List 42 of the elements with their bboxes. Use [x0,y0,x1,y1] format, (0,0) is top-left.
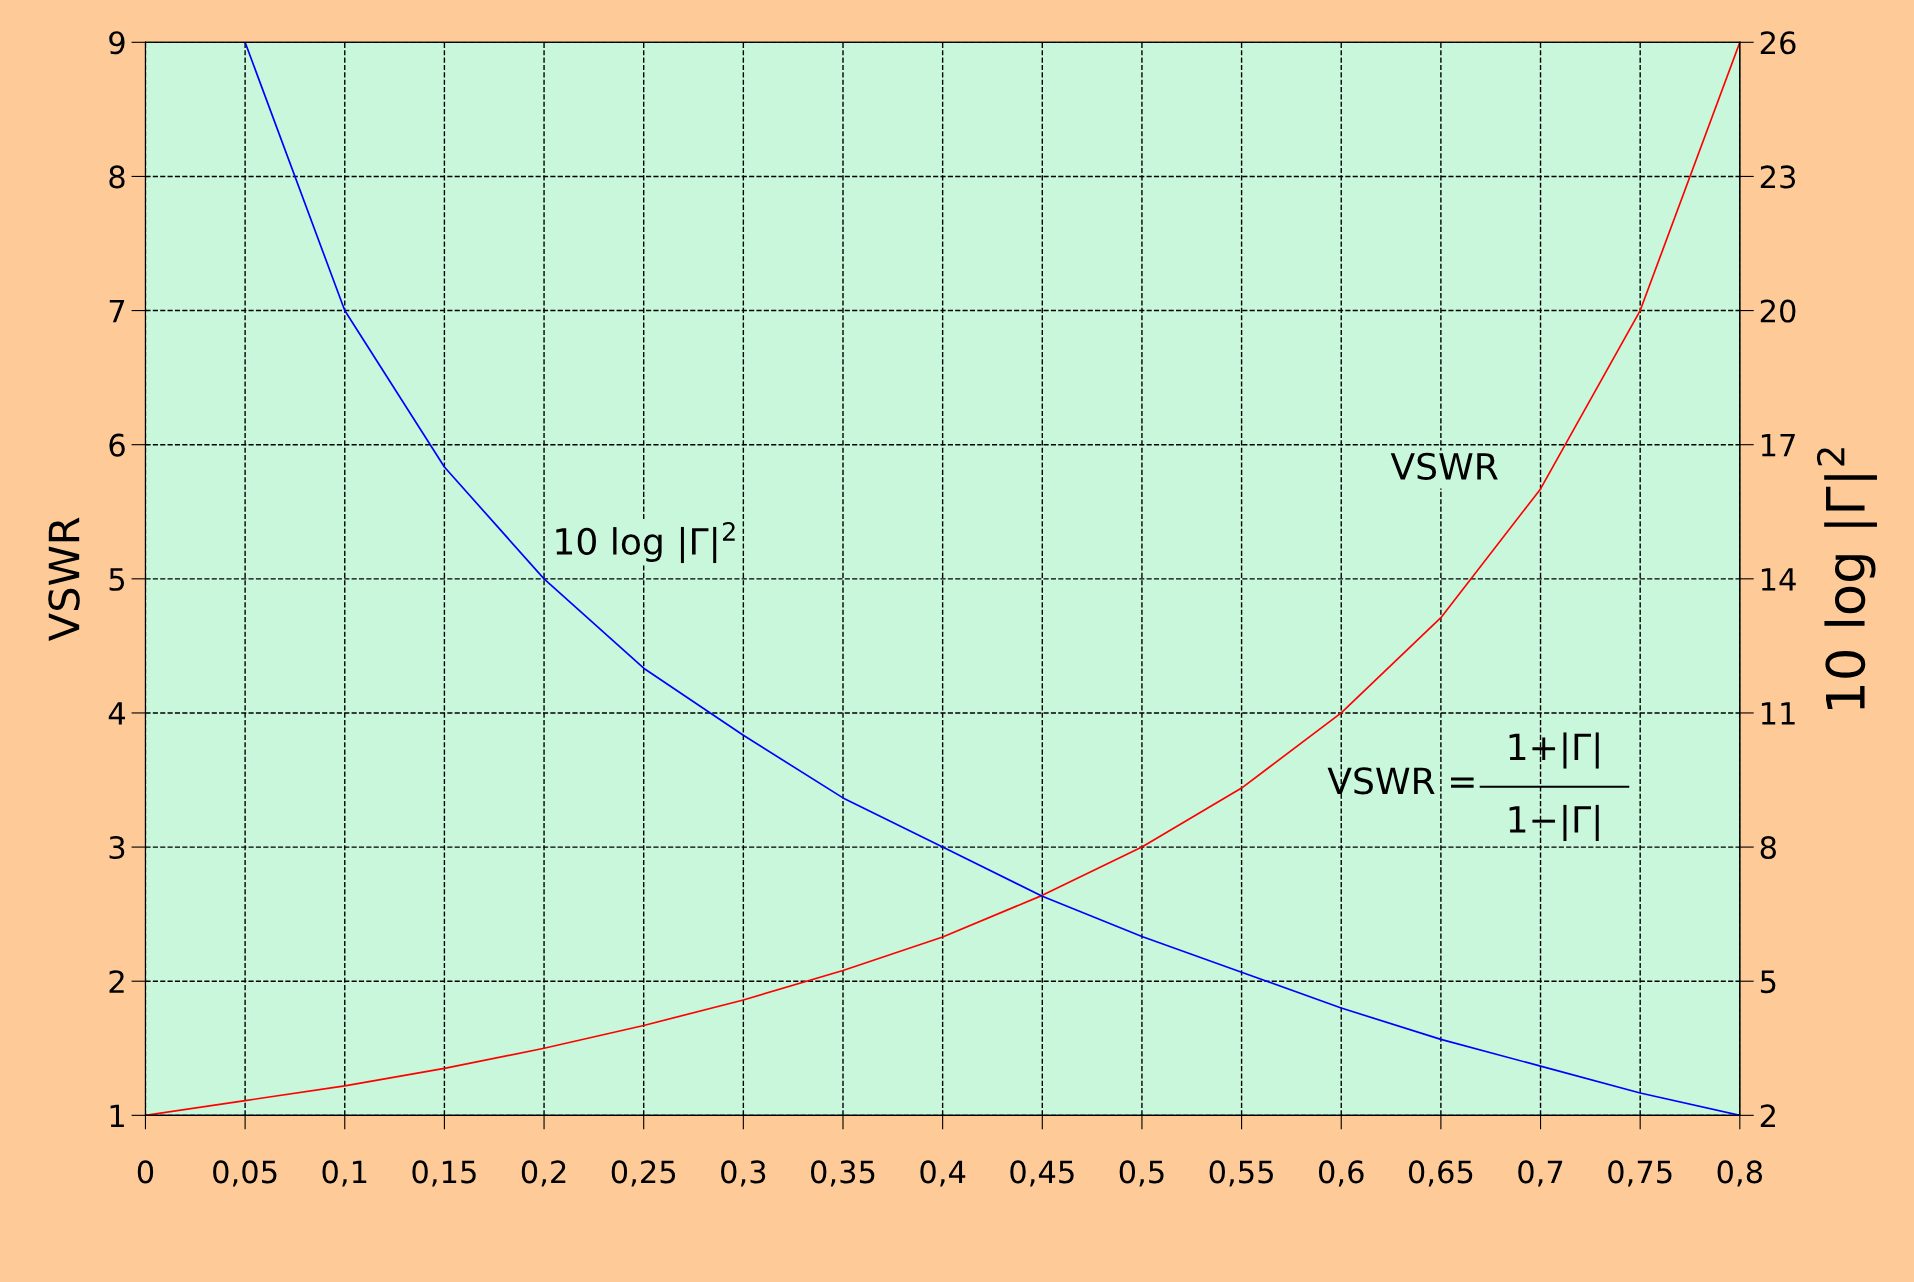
y-tick-label: 9 [109,31,125,55]
series-label: 10 log |Γ|$^{2}$ [556,521,735,564]
x-tick-label: 0,55 [1209,1160,1273,1187]
annotation: 1−|Γ| [1509,804,1599,841]
y-tick-label: 6 [109,433,125,457]
x-tick-label: 0,6 [1318,1160,1364,1187]
y2-tick-label: 14 [1761,568,1796,591]
y-axis-title: VSWR [48,517,80,642]
x-tick-label: 0,5 [1119,1160,1164,1187]
x-tick-label: 0,65 [1408,1160,1473,1187]
x-tick-label: 0,75 [1608,1160,1672,1187]
y2-tick-label: 5 [1760,970,1776,994]
x-tick-label: 0,25 [611,1160,676,1187]
y-tick-label: 2 [109,970,124,993]
x-tick-label: 0,05 [213,1160,277,1187]
y-tick-label: 4 [108,702,125,725]
series-label: VSWR [1390,452,1498,480]
annotation: VSWR = [1327,767,1474,795]
x-tick-label: 0,15 [412,1160,476,1187]
x-tick-label: 0,2 [521,1160,566,1187]
y2-tick-label: 2 [1760,1104,1775,1127]
x-tick-label: 0,1 [322,1160,367,1187]
x-tick-label: 0,3 [721,1160,766,1187]
y2-tick-label: 11 [1761,702,1795,725]
y2-tick-label: 8 [1760,836,1776,860]
x-tick-label: 0,7 [1518,1160,1563,1187]
x-tick-label: 0,45 [1010,1160,1074,1187]
x-tick-label: 0 [137,1160,154,1184]
y-tick-label: 5 [109,568,125,591]
y-tick-label: 7 [109,299,125,323]
annotation: 1+|Γ| [1509,732,1599,769]
y2-axis-title: 10 log |Γ|$^{2}$ [1816,448,1877,709]
y2-tick-label: 17 [1761,434,1795,457]
y-tick-label: 8 [109,165,125,189]
y2-tick-label: 26 [1760,31,1796,55]
y-tick-label: 3 [109,836,125,860]
y-tick-label: 1 [110,1104,124,1127]
x-tick-label: 0,4 [920,1160,966,1187]
x-tick-label: 0,35 [811,1160,875,1187]
x-tick-label: 0,8 [1717,1160,1763,1187]
y2-tick-label: 23 [1760,165,1796,189]
y2-tick-label: 20 [1760,299,1796,323]
